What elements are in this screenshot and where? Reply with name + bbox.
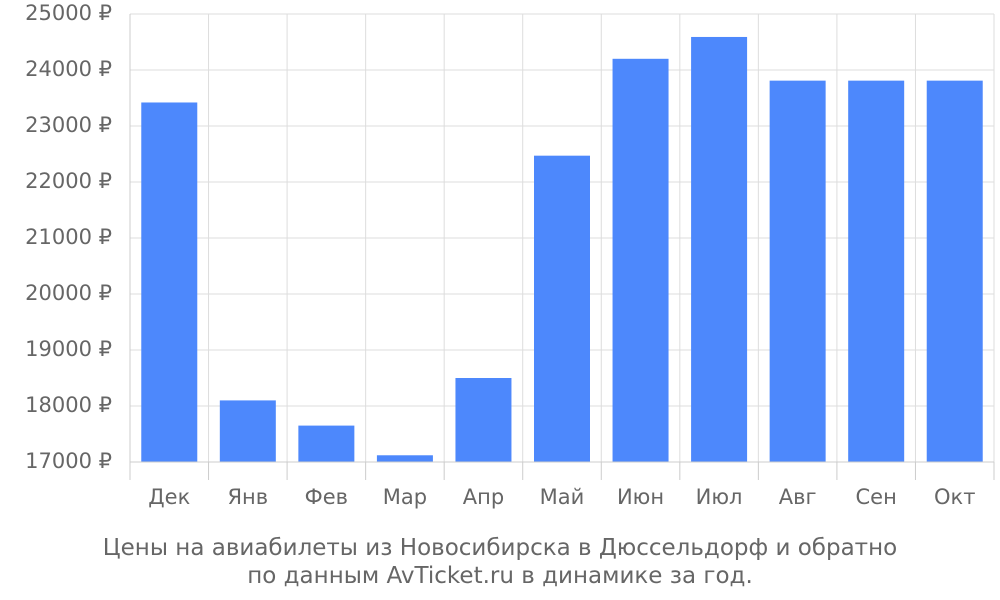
bar-Авг bbox=[769, 80, 826, 462]
chart-caption-line-2: по данным AvTicket.ru в динамике за год. bbox=[247, 563, 753, 589]
x-tick-label-0: Дек bbox=[148, 485, 190, 509]
bar-Апр bbox=[455, 378, 512, 462]
y-tick-label-17000: 17000 ₽ bbox=[25, 449, 112, 473]
x-tick-label-7: Июл bbox=[696, 485, 743, 509]
x-tick-label-4: Апр bbox=[463, 485, 504, 509]
bar-Сен bbox=[848, 80, 905, 462]
y-tick-label-20000: 20000 ₽ bbox=[25, 281, 112, 305]
y-tick-label-23000: 23000 ₽ bbox=[25, 113, 112, 137]
bar-Окт bbox=[926, 80, 983, 462]
bar-Июн bbox=[612, 58, 669, 463]
x-tick-label-5: Май bbox=[540, 485, 585, 509]
x-tick-label-1: Янв bbox=[227, 485, 268, 509]
bar-Май bbox=[534, 155, 590, 462]
axes bbox=[129, 14, 995, 480]
x-axis-ticks: Дек Янв Фев Мар Апр Май Июн Июл Авг Сен Окт bbox=[148, 485, 975, 509]
bar-chart: 17000 ₽ 18000 ₽ 19000 ₽ 20000 ₽ 21000 ₽ 22000… bbox=[25, 1, 995, 509]
x-tick-label-3: Мар bbox=[383, 485, 427, 509]
x-tick-label-2: Фев bbox=[305, 485, 348, 509]
x-tick-label-9: Сен bbox=[856, 485, 897, 509]
y-tick-label-24000: 24000 ₽ bbox=[25, 57, 112, 81]
x-tick-label-6: Июн bbox=[617, 485, 664, 509]
bars bbox=[141, 36, 983, 463]
bar-Фев bbox=[298, 425, 355, 462]
bar-Янв bbox=[219, 400, 276, 462]
x-tick-label-8: Авг bbox=[779, 485, 817, 509]
y-tick-label-21000: 21000 ₽ bbox=[25, 225, 112, 249]
y-tick-label-18000: 18000 ₽ bbox=[25, 393, 112, 417]
y-axis-ticks: 17000 ₽ 18000 ₽ 19000 ₽ 20000 ₽ 21000 ₽ 22000… bbox=[25, 1, 112, 473]
y-tick-label-19000: 19000 ₽ bbox=[25, 337, 112, 361]
bar-Мар bbox=[376, 455, 433, 462]
bar-Июл bbox=[691, 36, 748, 463]
x-tick-label-10: Окт bbox=[934, 485, 975, 509]
bar-Дек bbox=[141, 102, 198, 462]
y-tick-label-25000: 25000 ₽ bbox=[25, 1, 112, 25]
y-tick-label-22000: 22000 ₽ bbox=[25, 169, 112, 193]
chart-caption-line-1: Цены на авиабилеты из Новосибирска в Дюс… bbox=[102, 535, 898, 561]
